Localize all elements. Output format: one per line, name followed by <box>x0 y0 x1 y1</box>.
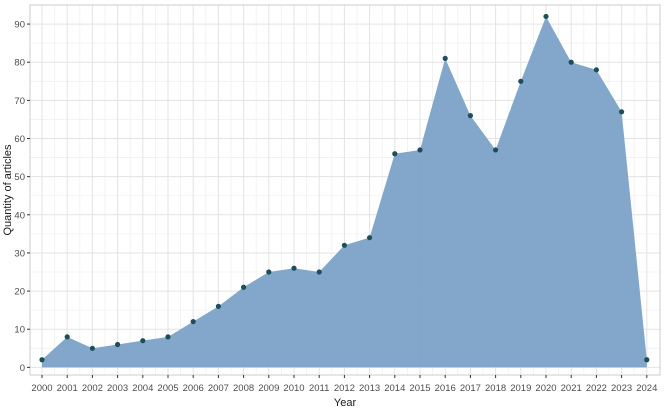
x-tick-label: 2013 <box>359 383 380 394</box>
data-point <box>518 78 524 84</box>
data-point <box>64 334 70 340</box>
data-point <box>316 269 322 275</box>
data-point <box>140 338 146 344</box>
y-tick-label: 70 <box>14 96 25 107</box>
x-tick-label: 2024 <box>636 383 657 394</box>
x-tick-label: 2017 <box>460 383 481 394</box>
x-tick-label: 2008 <box>233 383 254 394</box>
x-tick-label: 2022 <box>586 383 607 394</box>
x-tick-label: 2019 <box>510 383 531 394</box>
area-series <box>42 16 647 368</box>
x-tick-label: 2012 <box>334 383 355 394</box>
data-point <box>215 303 221 309</box>
x-tick-label: 2015 <box>409 383 430 394</box>
y-tick-label: 90 <box>14 20 25 31</box>
data-point <box>644 357 650 363</box>
y-axis-title: Quantity of articles <box>2 144 14 236</box>
data-point <box>266 269 272 275</box>
y-tick-label: 60 <box>14 134 25 145</box>
x-tick-label: 2006 <box>183 383 204 394</box>
y-axis-ticks: 0 10 20 30 40 50 60 70 80 90 <box>14 20 30 374</box>
plot-panel-border <box>29 4 661 376</box>
x-tick-label: 2023 <box>611 383 632 394</box>
data-point <box>467 113 473 119</box>
data-point <box>89 345 95 351</box>
data-point <box>392 151 398 157</box>
x-axis-ticks: 2000 2001 2002 2003 2004 2005 2006 2007 2008 2009… <box>31 375 657 394</box>
x-tick-label: 2007 <box>208 383 229 394</box>
data-point <box>367 235 373 241</box>
data-point <box>417 147 423 153</box>
y-tick-label: 30 <box>14 248 25 259</box>
x-tick-label: 2002 <box>82 383 103 394</box>
x-tick-label: 2014 <box>384 383 405 394</box>
data-points <box>39 13 650 363</box>
x-tick-label: 2003 <box>107 383 128 394</box>
y-tick-label: 40 <box>14 210 25 221</box>
y-tick-label: 50 <box>14 172 25 183</box>
x-tick-label: 2018 <box>485 383 506 394</box>
data-point <box>165 334 171 340</box>
data-point <box>442 55 448 62</box>
data-point <box>493 147 499 153</box>
x-tick-label: 2020 <box>535 383 556 394</box>
x-tick-label: 2000 <box>31 383 52 394</box>
data-point <box>39 357 45 363</box>
data-point <box>341 242 347 248</box>
x-tick-label: 2016 <box>435 383 456 394</box>
data-point <box>115 341 121 348</box>
x-axis-title: Year <box>334 397 357 409</box>
data-point <box>568 59 574 65</box>
y-tick-label: 0 <box>20 363 25 374</box>
data-point <box>190 318 196 325</box>
x-tick-label: 2009 <box>258 383 279 394</box>
data-point <box>241 284 247 290</box>
x-tick-label: 2010 <box>283 383 304 394</box>
x-tick-label: 2005 <box>157 383 178 394</box>
data-point <box>291 265 297 271</box>
data-point <box>543 13 549 20</box>
data-point <box>593 67 600 73</box>
x-tick-label: 2004 <box>132 383 153 394</box>
x-tick-label: 2011 <box>309 383 329 394</box>
data-point <box>619 109 625 115</box>
y-tick-label: 80 <box>14 58 25 69</box>
x-tick-label: 2001 <box>57 383 78 394</box>
y-tick-label: 10 <box>14 325 25 336</box>
y-tick-label: 20 <box>14 287 25 298</box>
x-tick-label: 2021 <box>561 383 582 394</box>
